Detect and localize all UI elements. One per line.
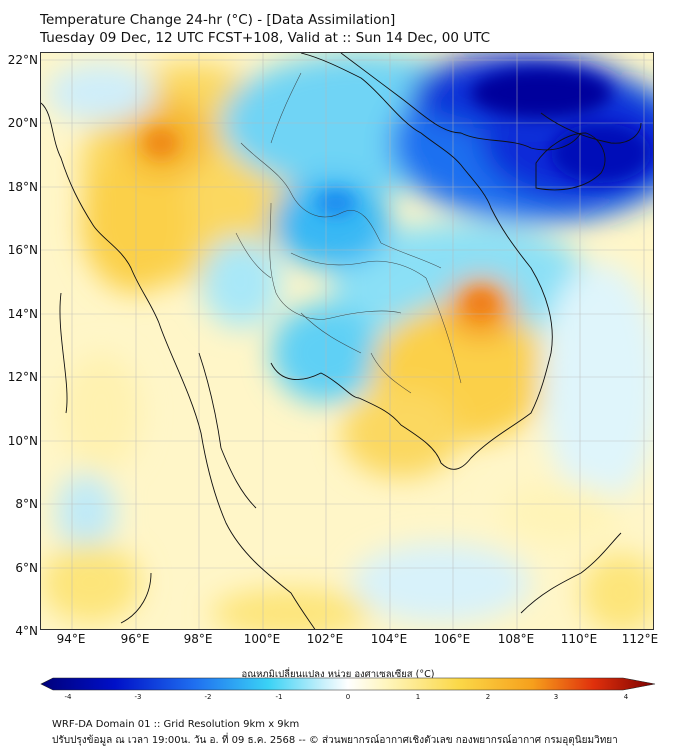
lon-label: 102°E — [306, 632, 344, 646]
colorbar-tick: -1 — [275, 693, 283, 701]
colorbar-ramp — [40, 677, 656, 691]
temperature-map[interactable] — [40, 52, 654, 630]
lat-label: 6°N — [15, 561, 38, 575]
footer-credits: ปรับปรุงข้อมูล ณ เวลา 19:00น. วัน อ. ที่… — [52, 735, 618, 746]
colorbar-tick: -2 — [204, 693, 212, 701]
map-title: Temperature Change 24-hr (°C) - [Data As… — [40, 11, 490, 47]
province-borders — [235, 72, 462, 394]
lon-label: 112°E — [621, 632, 659, 646]
coastlines — [41, 53, 642, 629]
lon-label: 108°E — [497, 632, 535, 646]
lon-label: 96°E — [120, 632, 150, 646]
lat-label: 10°N — [7, 434, 38, 448]
colorbar-tick: 1 — [415, 693, 421, 701]
lon-label: 104°E — [370, 632, 408, 646]
colorbar-tick: -3 — [134, 693, 142, 701]
lat-label: 12°N — [7, 370, 38, 384]
lon-label: 94°E — [56, 632, 86, 646]
lat-label: 20°N — [7, 116, 38, 130]
lat-label: 4°N — [15, 624, 38, 638]
footer-model-info: WRF-DA Domain 01 :: Grid Resolution 9km … — [52, 719, 300, 730]
lat-label: 16°N — [7, 243, 38, 257]
colorbar-title: อุณหภูมิเปลี่ยนแปลง หน่วย องศาเซลเซียส (… — [241, 669, 435, 680]
lat-label: 18°N — [7, 180, 38, 194]
map-canvas — [41, 53, 653, 629]
colorbar-tick: 3 — [553, 693, 559, 701]
lon-label: 98°E — [183, 632, 213, 646]
colorbar-tick: 0 — [345, 693, 351, 701]
colorbar-tick: 2 — [485, 693, 491, 701]
lat-label: 22°N — [7, 53, 38, 67]
title-line-1: Temperature Change 24-hr (°C) - [Data As… — [40, 12, 396, 28]
lon-label: 106°E — [433, 632, 471, 646]
lat-label: 8°N — [15, 497, 38, 511]
colorbar — [40, 677, 656, 691]
lon-label: 100°E — [243, 632, 281, 646]
lat-label: 14°N — [7, 307, 38, 321]
title-line-2: Tuesday 09 Dec, 12 UTC FCST+108, Valid a… — [40, 30, 491, 46]
lon-label: 110°E — [560, 632, 598, 646]
colorbar-tick: 4 — [623, 693, 629, 701]
colorbar-tick: -4 — [64, 693, 72, 701]
